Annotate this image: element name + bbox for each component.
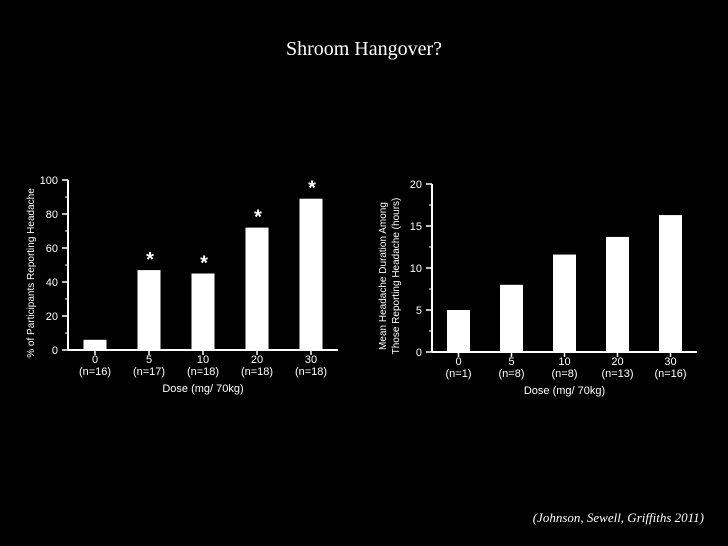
y-tick-label: 100: [40, 175, 58, 187]
x-tick-label: 20: [251, 354, 263, 366]
x-tick-sublabel: (n=1): [446, 368, 472, 380]
significance-marker: *: [254, 207, 262, 229]
x-axis-label: Dose (mg/ 70kg): [162, 383, 243, 395]
bar: [553, 254, 576, 352]
y-tick-label: 20: [46, 311, 58, 323]
y-tick-label: 10: [410, 263, 422, 275]
y-axis-label: Those Reporting Headache (hours): [391, 198, 402, 355]
bar: [137, 270, 161, 350]
x-tick-label: 20: [611, 356, 623, 368]
x-tick-label: 30: [664, 356, 676, 368]
y-tick-label: 80: [46, 209, 58, 221]
x-tick-sublabel: (n=13): [601, 368, 633, 380]
x-tick-label: 10: [197, 354, 209, 366]
slide-title: Shroom Hangover?: [285, 38, 443, 60]
x-axis-label: Dose (mg/ 70kg): [524, 385, 605, 397]
x-tick-sublabel: (n=8): [552, 368, 578, 380]
bar: [245, 227, 269, 350]
bar: [659, 215, 682, 352]
x-tick-sublabel: (n=18): [241, 366, 273, 378]
y-tick-label: 15: [410, 221, 422, 233]
y-tick-label: 5: [416, 305, 422, 317]
bar: [299, 198, 323, 350]
bar: [191, 273, 215, 350]
y-tick-label: 40: [46, 277, 58, 289]
significance-marker: *: [200, 253, 208, 275]
significance-marker: *: [146, 249, 154, 271]
y-axis-label: Mean Headache Duration Among: [378, 202, 389, 350]
x-tick-sublabel: (n=18): [295, 366, 327, 378]
bar: [606, 236, 629, 352]
x-tick-sublabel: (n=17): [133, 366, 165, 378]
x-tick-label: 0: [455, 356, 461, 368]
bar: [447, 310, 470, 352]
bar: [83, 339, 107, 350]
significance-marker: *: [308, 178, 316, 200]
citation: (Johnson, Sewell, Griffiths 2011): [532, 510, 704, 525]
x-tick-label: 10: [558, 356, 570, 368]
y-tick-label: 20: [410, 179, 422, 191]
x-tick-sublabel: (n=16): [654, 368, 686, 380]
headache-duration-chart: 0 5 10 15 20 Mean Headache Duration Among Thos…: [378, 179, 697, 397]
y-tick-label: 0: [416, 347, 422, 359]
x-tick-label: 5: [146, 354, 152, 366]
x-tick-sublabel: (n=8): [499, 368, 525, 380]
x-tick-label: 0: [92, 354, 98, 366]
x-tick-label: 5: [508, 356, 514, 368]
y-axis-label: % of Participants Reporting Headache: [26, 188, 37, 358]
y-tick-label: 60: [46, 243, 58, 255]
y-tick-label: 0: [52, 345, 58, 357]
bar: [500, 284, 523, 352]
x-tick-label: 30: [305, 354, 317, 366]
x-tick-sublabel: (n=18): [187, 366, 219, 378]
x-tick-sublabel: (n=16): [79, 366, 111, 378]
